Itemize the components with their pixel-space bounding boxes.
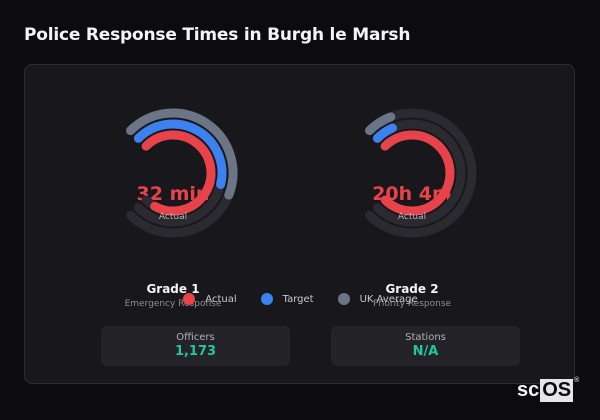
- stat-value: N/A: [412, 344, 439, 359]
- legend-item-target: Target: [260, 293, 314, 305]
- logo-highlight: OS: [540, 379, 574, 402]
- logo-prefix: sc: [517, 379, 540, 401]
- uk-average-dot-icon: [337, 293, 350, 305]
- gauge-description: Emergency Response: [124, 299, 222, 309]
- legend-label: Target: [282, 293, 314, 305]
- legend-item-uk-average: UK Average: [337, 293, 418, 305]
- gauge-grade-1: 32 min Actual Grade 1 Emergency Response: [103, 103, 243, 309]
- scos-logo: sc OS ®: [517, 377, 580, 402]
- gauge-value: 32 min: [136, 183, 210, 205]
- gauge-description: Priority Response: [372, 299, 452, 309]
- stat-label: Officers: [176, 332, 215, 343]
- registered-mark-icon: ®: [574, 377, 580, 384]
- actual-dot-icon: [183, 293, 196, 305]
- gauge-grade-2: 20h 4m Actual Grade 2 Priority Response: [342, 103, 482, 309]
- stat-stations: Stations N/A: [331, 326, 520, 366]
- response-times-card: 32 min Actual Grade 1 Emergency Response…: [24, 64, 575, 384]
- gauge-title: Grade 2: [385, 282, 439, 296]
- legend-label: Actual: [205, 293, 237, 305]
- legend: Actual Target UK Average: [25, 293, 576, 305]
- gauge-rings: [126, 108, 238, 238]
- gauge-sub-label: Actual: [158, 212, 188, 222]
- gauge-sub-label: Actual: [397, 212, 427, 222]
- gauge-title: Grade 1: [146, 282, 200, 296]
- legend-label: UK Average: [359, 293, 418, 305]
- stat-officers: Officers 1,173: [101, 326, 290, 366]
- legend-item-actual: Actual: [183, 293, 237, 305]
- stat-value: 1,173: [174, 344, 217, 359]
- stat-label: Stations: [405, 332, 446, 343]
- page-title: Police Response Times in Burgh le Marsh: [24, 25, 411, 45]
- target-dot-icon: [260, 293, 273, 305]
- gauge-value: 20h 4m: [372, 183, 452, 205]
- gauge-rings: [365, 108, 477, 238]
